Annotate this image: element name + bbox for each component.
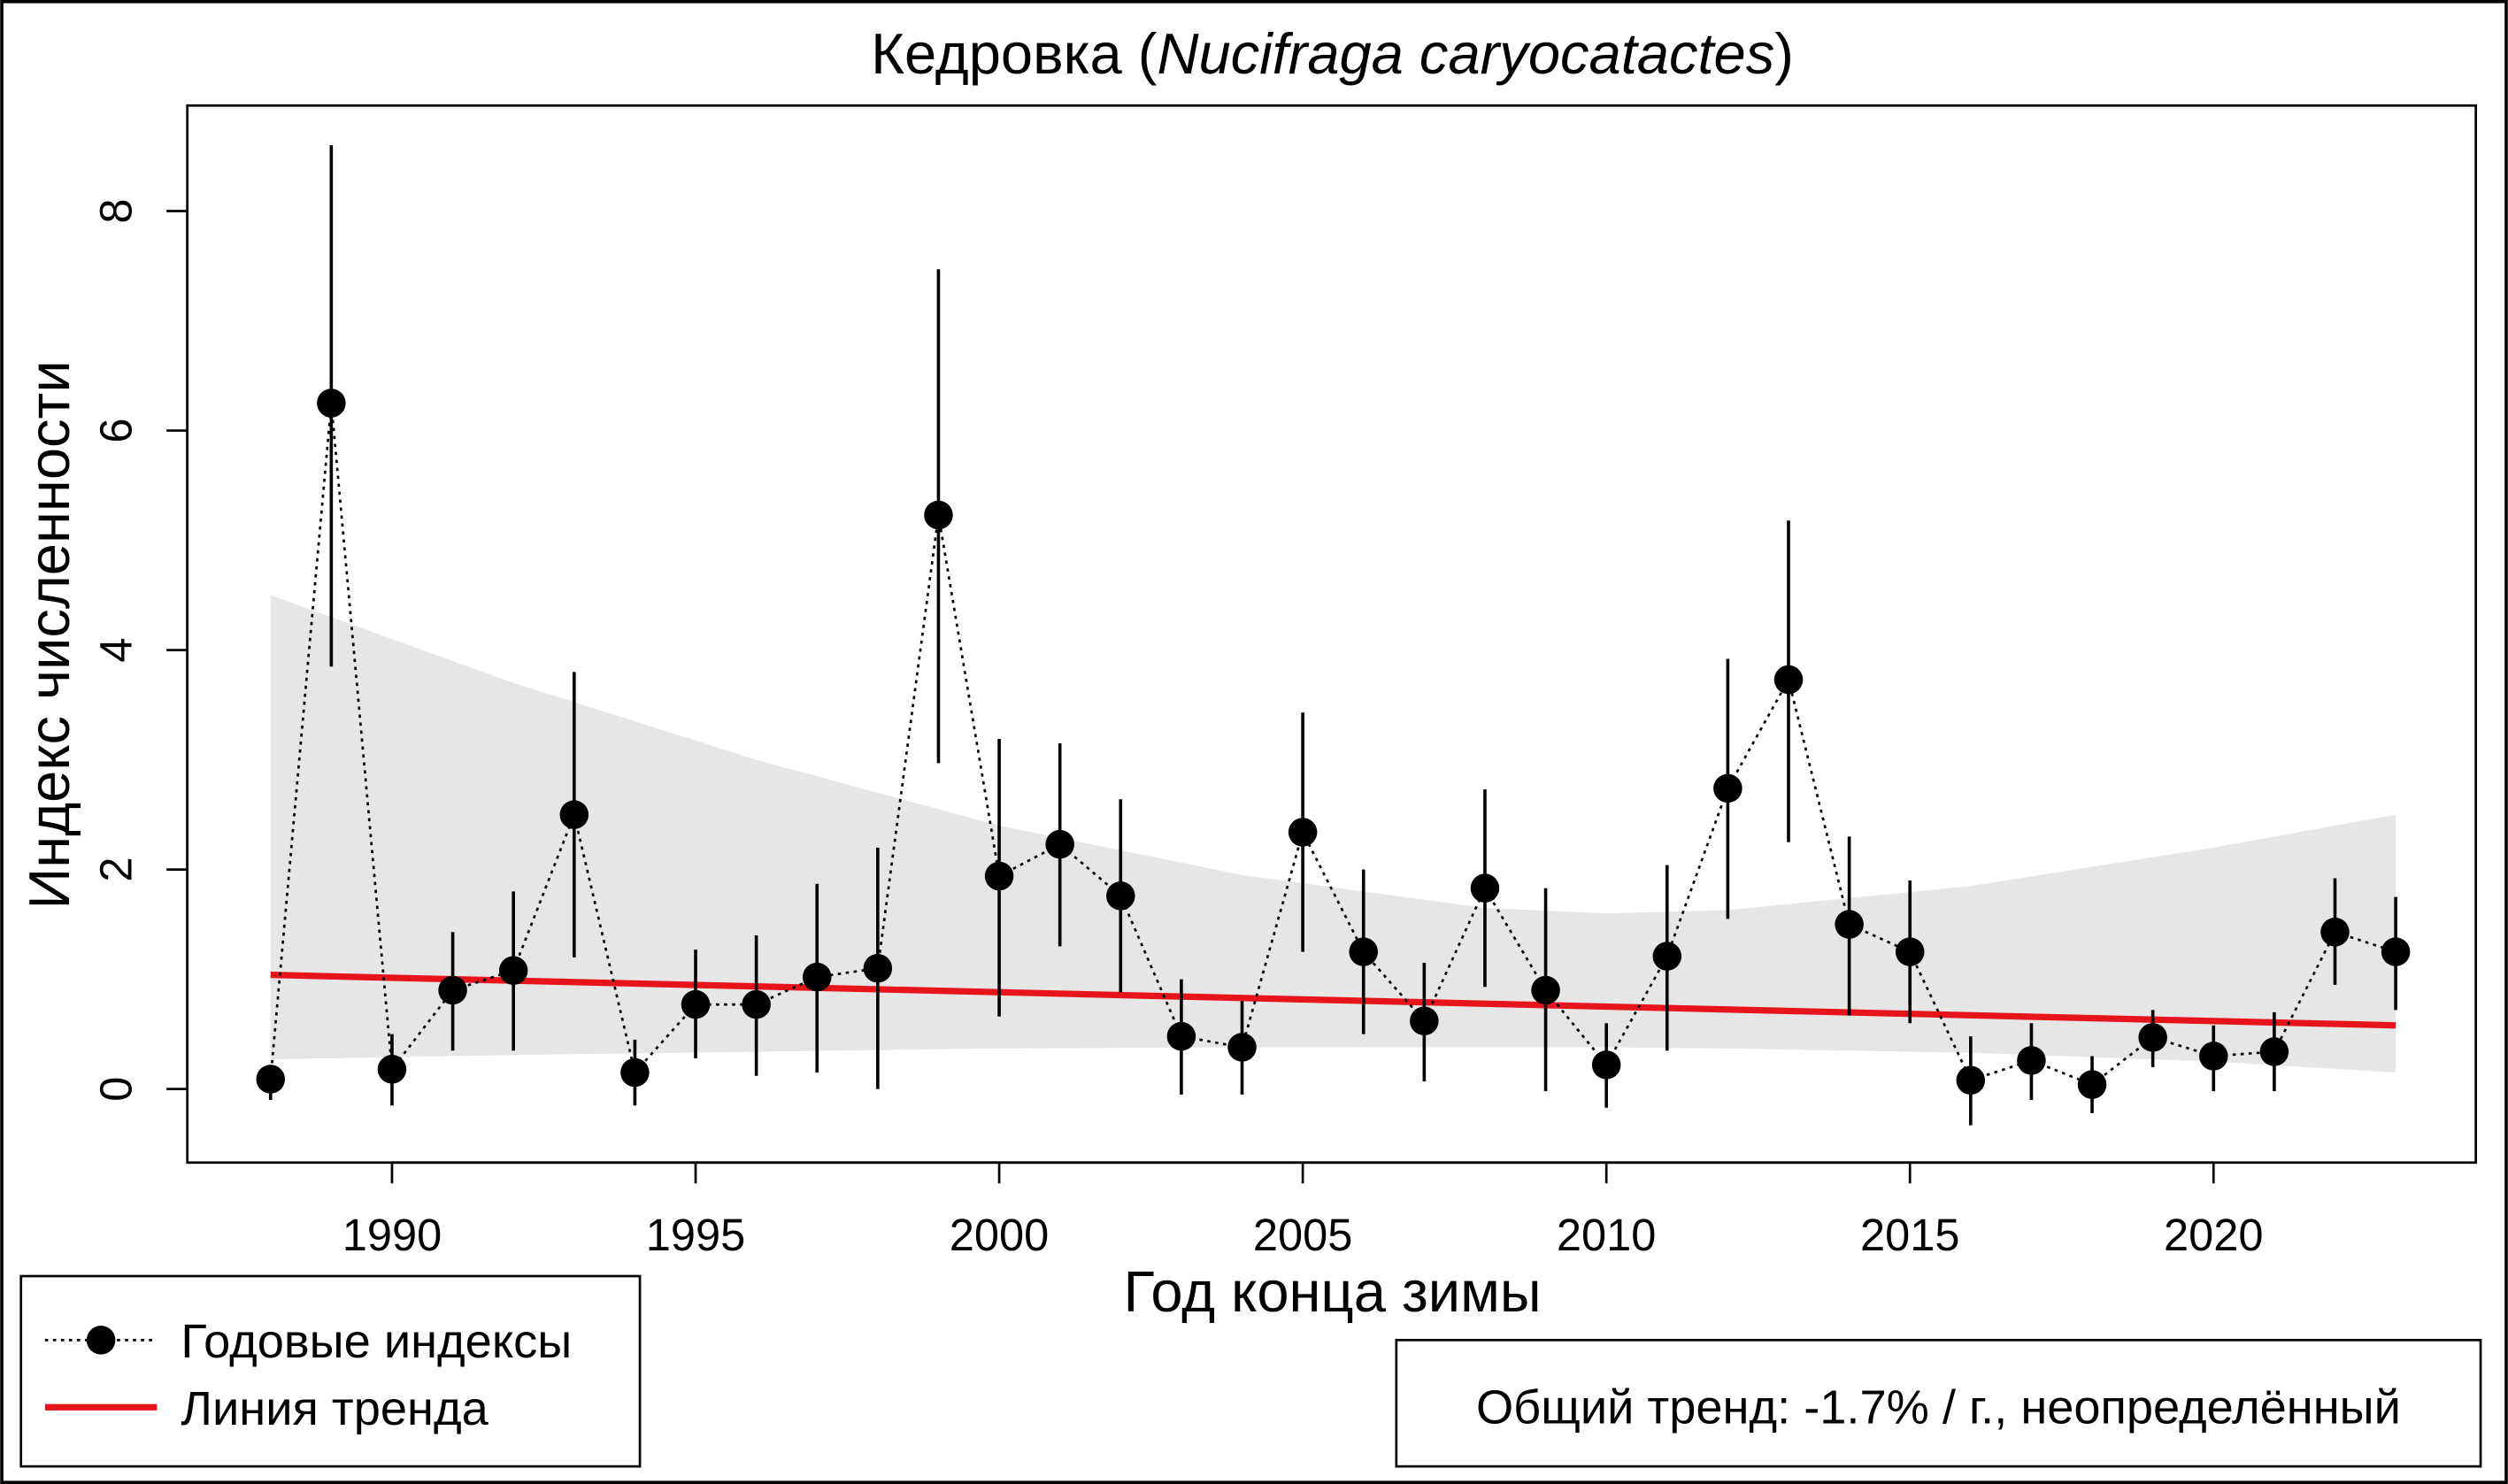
data-point [1227,1033,1257,1062]
confidence-band [270,595,2396,1073]
data-point [2077,1070,2107,1099]
data-point [742,989,771,1019]
data-point [681,989,711,1019]
data-point [1045,829,1074,859]
y-tick-label: 4 [90,638,141,663]
data-point [1835,910,1864,939]
data-point [1106,881,1135,911]
legend-point-marker [86,1326,116,1355]
trend-annotation: Общий тренд: -1.7% / г., неопределённый [1476,1380,2401,1434]
data-point [1531,975,1560,1005]
chart-title: Кедровка (Nucifraga caryocatactes) [871,21,1794,86]
data-point [377,1055,407,1084]
legend-label-trend: Линия тренда [181,1382,489,1435]
data-point [438,975,467,1005]
y-tick-label: 8 [90,198,141,223]
y-axis-label: Индекс численности [17,360,81,909]
legend-box [19,1274,642,1468]
data-point [1895,937,1925,966]
data-point [256,1065,286,1094]
data-point [1166,1021,1196,1051]
data-point [317,388,346,418]
data-point [1410,1006,1439,1036]
x-tick-label: 2000 [950,1210,1050,1260]
data-point [620,1057,650,1088]
data-point [2259,1037,2289,1066]
x-tick-label: 2010 [1557,1210,1657,1260]
trend-annotation-box [1395,1339,2482,1468]
data-point [863,953,893,983]
trend-line [270,972,2396,1029]
x-tick-label: 2015 [1860,1210,1960,1260]
y-tick-label: 6 [90,418,141,442]
y-tick-label: 2 [90,857,141,882]
data-point [559,800,589,829]
data-point [2138,1023,2167,1052]
data-point [2017,1046,2046,1075]
y-tick-label: 0 [90,1077,141,1102]
x-tick-label: 2005 [1253,1210,1353,1260]
data-point [2320,918,2350,947]
x-tick-label: 1995 [646,1210,746,1260]
x-tick-label: 2020 [2164,1210,2264,1260]
data-point [498,956,528,985]
legend: Годовые индексы Линия тренда [19,1274,642,1468]
data-point [1288,818,1318,847]
data-point [1773,665,1804,695]
data-point [1591,1050,1621,1080]
data-point [1349,937,1378,966]
data-point [2199,1042,2228,1071]
data-point [1713,773,1743,804]
data-point [1470,873,1500,903]
data-point [1956,1065,1986,1095]
x-tick-label: 1990 [342,1210,442,1260]
legend-label-annual: Годовые индексы [181,1315,572,1368]
x-axis-label: Год конца зимы [1124,1259,1542,1324]
data-point [802,962,832,992]
data-point [924,500,953,530]
data-point [1652,942,1682,971]
data-point [2381,937,2411,966]
data-point [984,861,1014,891]
